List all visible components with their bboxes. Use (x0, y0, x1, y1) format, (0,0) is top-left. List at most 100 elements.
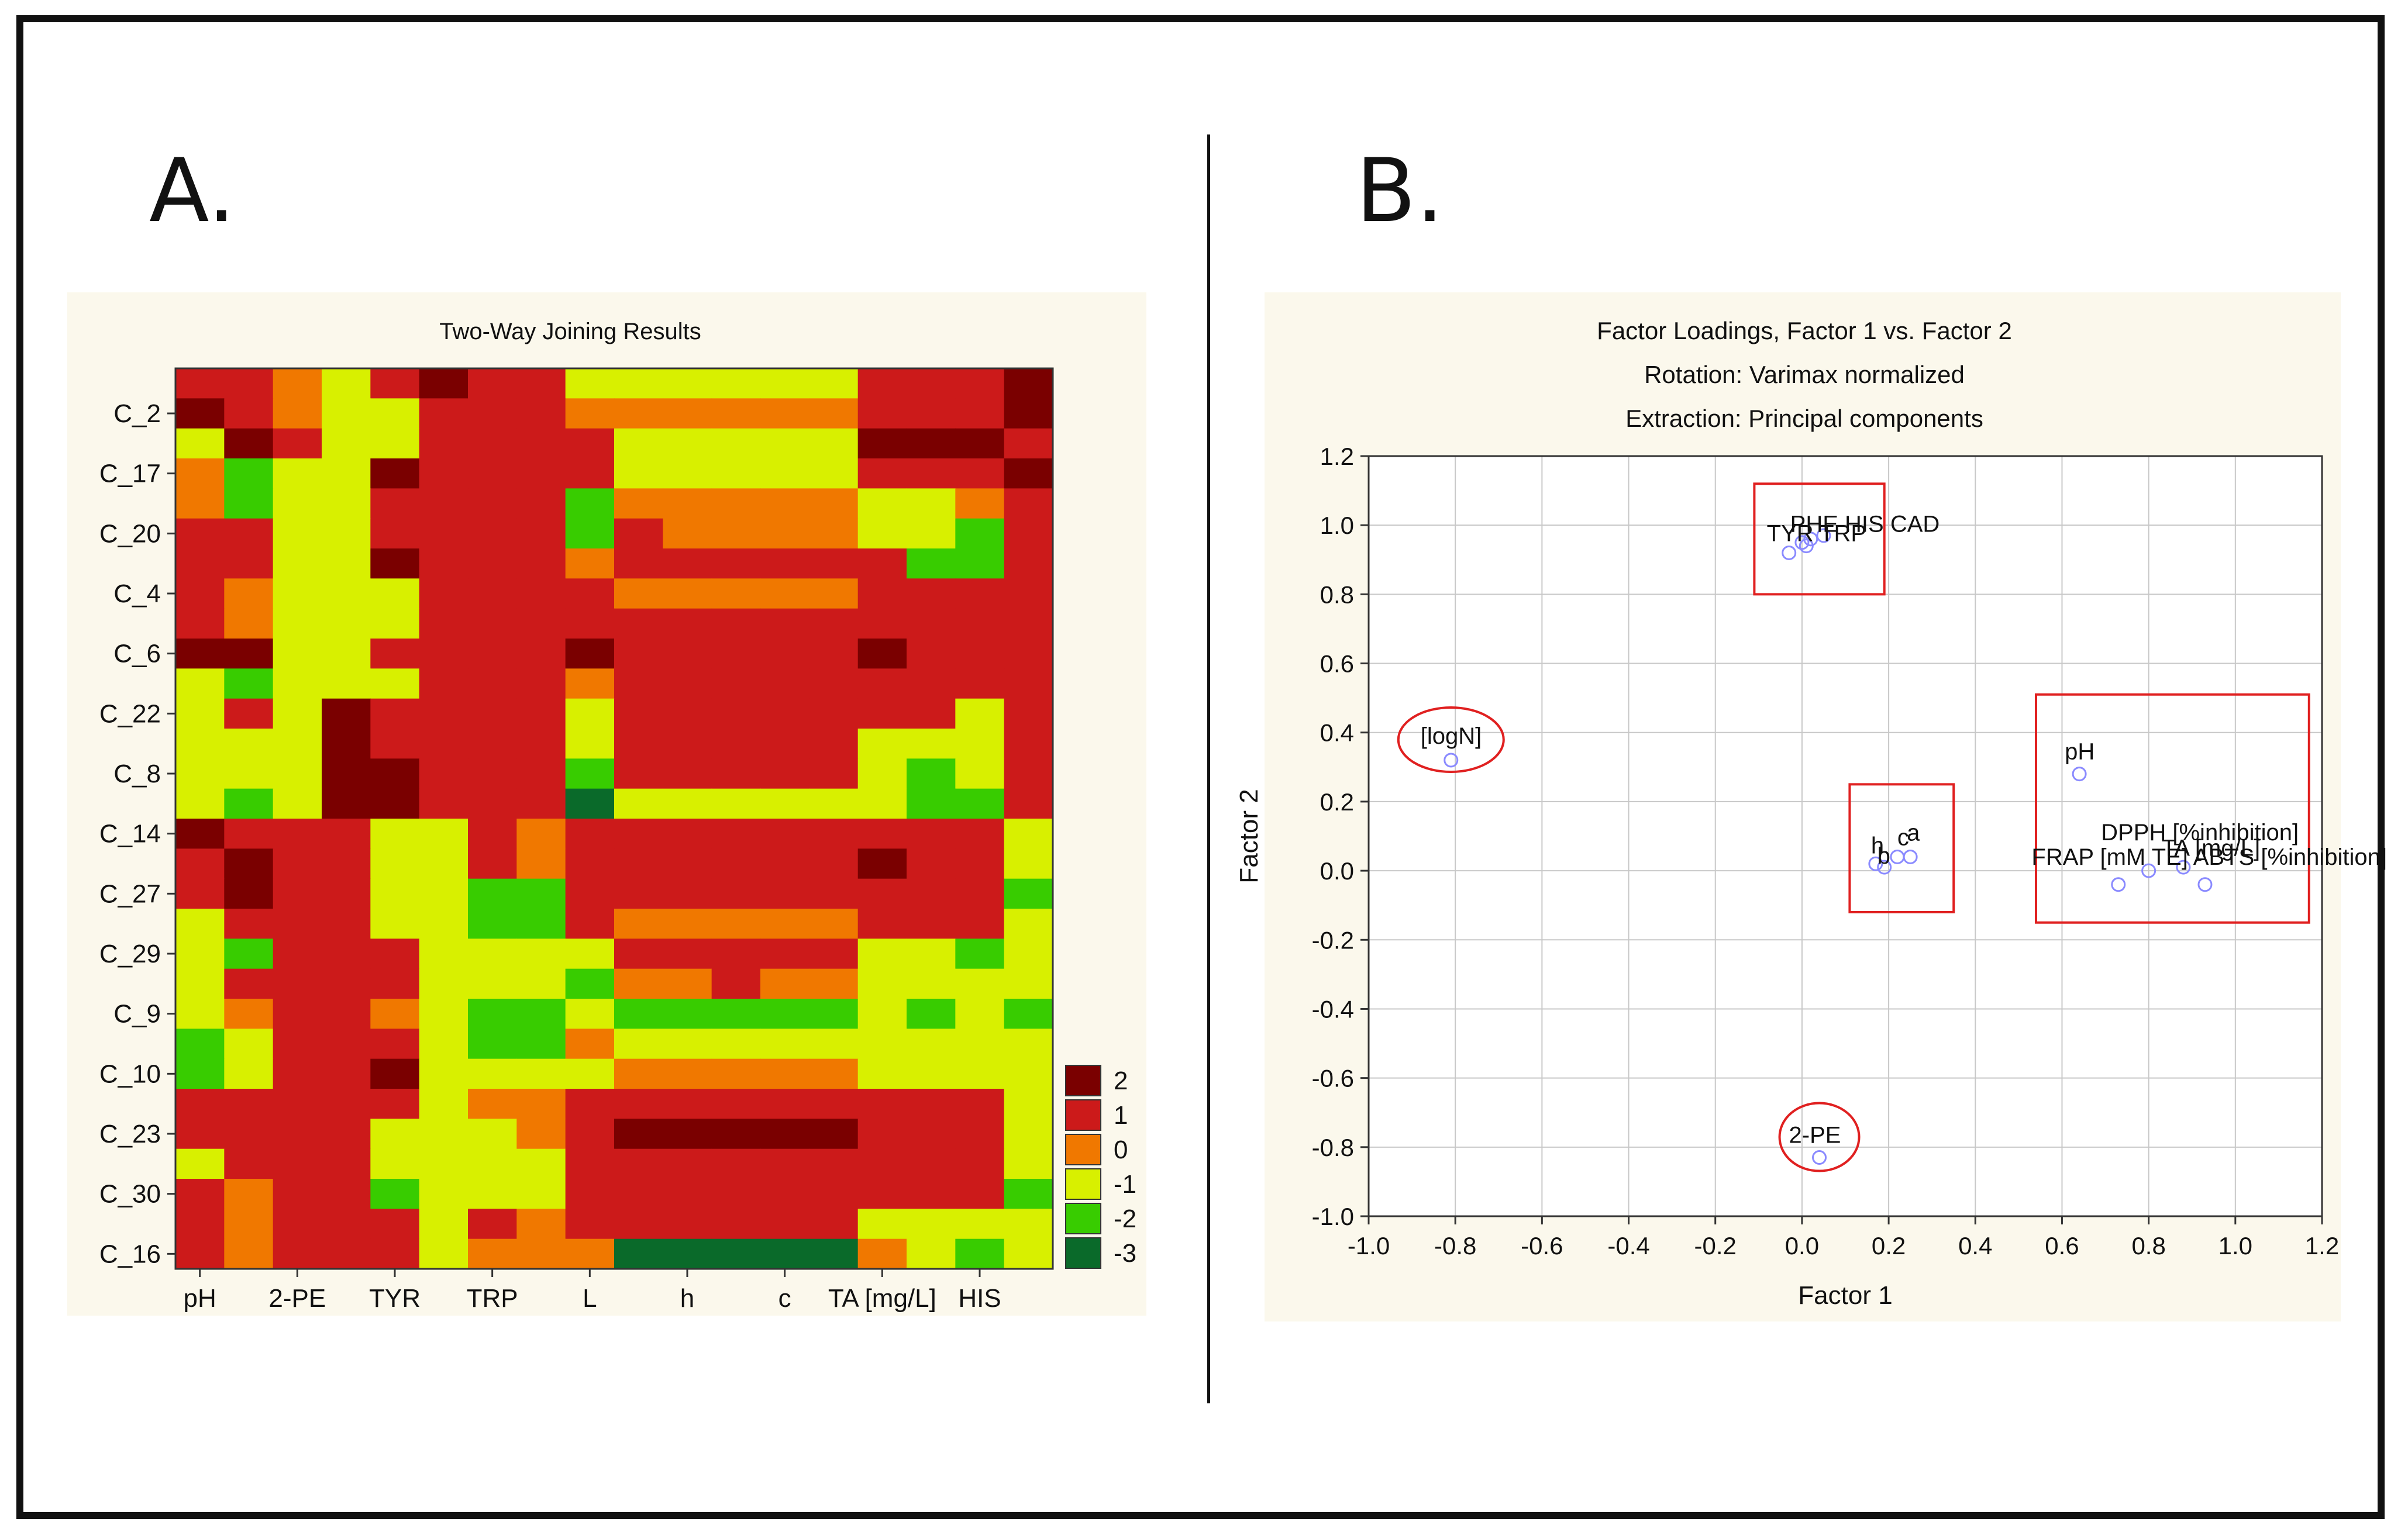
heatmap-cell (419, 608, 468, 639)
colorbar-label: -3 (1114, 1239, 1136, 1268)
heatmap-cell (419, 999, 468, 1029)
scatter-point (1782, 545, 1797, 560)
heatmap-cell (1004, 1119, 1053, 1150)
heatmap-cell (224, 548, 274, 579)
heatmap-cell (614, 909, 663, 939)
heatmap-cell (711, 909, 761, 939)
heatmap-cell (907, 1148, 956, 1179)
heatmap-cell (663, 698, 712, 729)
heatmap-cell (175, 758, 225, 789)
heatmap-cell (419, 878, 468, 909)
heatmap-cell (224, 999, 274, 1029)
heatmap-cell (516, 1029, 566, 1060)
heatmap-cell (468, 1029, 517, 1060)
heatmap-cell (224, 1179, 274, 1209)
heatmap-cell (175, 878, 225, 909)
heatmap-cell (516, 729, 566, 759)
heatmap-cell (322, 608, 371, 639)
heatmap-cell (857, 668, 907, 699)
heatmap-cell (857, 938, 907, 969)
heatmap-cell (809, 999, 859, 1029)
point-label-logN: [logN] (1421, 723, 1482, 749)
heatmap-cell (565, 729, 615, 759)
heatmap-cell (857, 1238, 907, 1269)
heatmap-cell (663, 729, 712, 759)
heatmap-cell (955, 668, 1005, 699)
heatmap-cell (370, 1089, 420, 1119)
heatmap-cell (760, 909, 809, 939)
heatmap-cell (663, 938, 712, 969)
heatmap-cell (419, 518, 468, 549)
heatmap-cell (175, 938, 225, 969)
heatmap-cell (224, 788, 274, 819)
colorbar-label: -1 (1114, 1170, 1136, 1199)
heatmap-cell (1004, 909, 1053, 939)
scatter-y-tick-label: -1.0 (1312, 1203, 1354, 1230)
heatmap-cell (857, 368, 907, 399)
heatmap-cell (273, 938, 322, 969)
heatmap-cell (273, 1089, 322, 1119)
heatmap-x-tick-label: TA [mg/L] (828, 1284, 936, 1313)
heatmap-cell (468, 608, 517, 639)
heatmap-x-tick-label: L (583, 1284, 597, 1313)
heatmap-cell (175, 968, 225, 999)
heatmap-cell (273, 909, 322, 939)
colorbar-label: 2 (1114, 1067, 1128, 1095)
heatmap-cell (857, 1089, 907, 1119)
heatmap-cell (663, 848, 712, 879)
heatmap-cell (809, 548, 859, 579)
heatmap-cell (711, 1209, 761, 1240)
heatmap-cell (955, 848, 1005, 879)
heatmap-plot-border (174, 367, 1054, 1270)
heatmap-cell (955, 729, 1005, 759)
heatmap-y-tick-label: C_8 (113, 760, 161, 788)
heatmap-cell (224, 758, 274, 789)
heatmap-cell (224, 698, 274, 729)
heatmap-cell (955, 1238, 1005, 1269)
heatmap-cell (711, 819, 761, 849)
heatmap-cell (809, 1119, 859, 1150)
heatmap-x-tick-label: HIS (958, 1284, 1001, 1313)
heatmap-cell (468, 878, 517, 909)
heatmap-cell (175, 398, 225, 429)
heatmap-cell (565, 398, 615, 429)
heatmap-cell (516, 788, 566, 819)
heatmap-cell (809, 578, 859, 609)
heatmap-y-tick-label: C_10 (99, 1060, 161, 1088)
heatmap-cell (663, 458, 712, 489)
heatmap-cell (857, 788, 907, 819)
heatmap-cell (224, 1238, 274, 1269)
heatmap-cell (468, 428, 517, 459)
heatmap-cell (565, 909, 615, 939)
heatmap-cell (419, 1029, 468, 1060)
heatmap-cell (663, 368, 712, 399)
point-label-b: b (1878, 843, 1890, 869)
scatter-point (1868, 856, 1883, 871)
heatmap-cell (419, 548, 468, 579)
scatter-y-tick-label: -0.2 (1312, 926, 1354, 954)
heatmap-cell (175, 1119, 225, 1150)
heatmap-cell (468, 518, 517, 549)
heatmap-cell (516, 368, 566, 399)
heatmap-cell (1004, 398, 1053, 429)
heatmap-y-tick-label: C_17 (99, 460, 161, 488)
heatmap-cell (711, 608, 761, 639)
heatmap-cell (370, 1119, 420, 1150)
heatmap-cell (273, 788, 322, 819)
scatter-point (2197, 877, 2213, 892)
heatmap-cell (614, 1058, 663, 1089)
heatmap-cell (1004, 1148, 1053, 1179)
point-label-amines-bottom: TYR TRP (1767, 520, 1866, 546)
heatmap-cell (370, 428, 420, 459)
heatmap-cell (224, 368, 274, 399)
heatmap-cell (663, 548, 712, 579)
heatmap-cell (419, 1119, 468, 1150)
heatmap-cell (273, 518, 322, 549)
heatmap-cell (1004, 938, 1053, 969)
heatmap-cell (907, 968, 956, 999)
heatmap-cell (711, 788, 761, 819)
heatmap-cell (224, 1029, 274, 1060)
heatmap-cell (711, 548, 761, 579)
heatmap-cell (516, 819, 566, 849)
heatmap-cell (955, 488, 1005, 519)
